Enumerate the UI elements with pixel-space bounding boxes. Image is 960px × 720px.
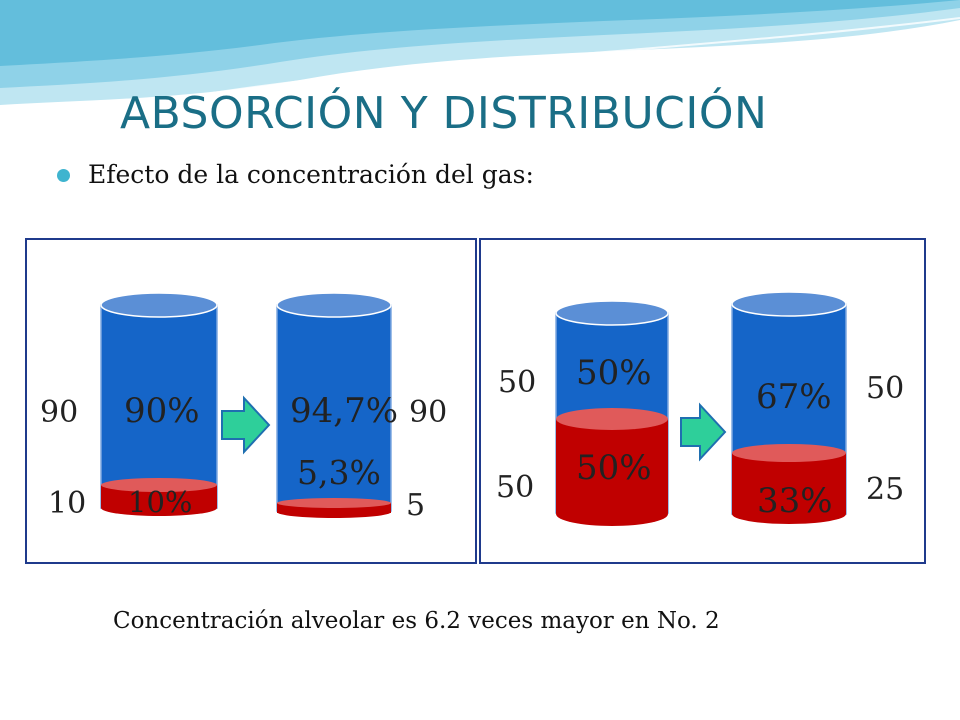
ex1-cyl1-top-pct: 90% [124,391,200,431]
ex2-cyl1-top-pct: 50% [576,353,652,393]
ex2-cylinder-2 [731,291,847,524]
footer-conclusion: Concentración alveolar es 6.2 veces mayo… [113,608,720,634]
ex1-left-outside-bottom: 10 [48,486,86,521]
ex2-right-outside-top: 50 [866,371,904,406]
slide-title: ABSORCIÓN Y DISTRIBUCIÓN [120,88,768,139]
example-2-panel [479,238,926,564]
ex2-right-outside-bottom: 25 [866,472,904,507]
ex1-cyl2-top-pct: 94,7% [290,391,398,431]
ex1-right-outside-bottom: 5 [406,488,425,523]
ex1-cylinder-2 [276,292,392,518]
ex1-cylinder-1 [100,292,218,516]
ex2-cyl2-top-pct: 67% [756,377,832,417]
ex2-cylinder-1 [555,300,669,526]
ex1-right-outside-top: 90 [409,395,447,430]
ex1-cyl1-bottom-pct: 10% [128,485,192,519]
ex1-left-outside-top: 90 [40,395,78,430]
bullet-dot-icon [57,169,70,182]
ex1-arrow-icon [221,395,271,455]
ex2-left-outside-top: 50 [498,365,536,400]
ex1-cyl2-bottom-pct: 5,3% [297,453,381,492]
example-1-panel [25,238,477,564]
ex2-left-outside-bottom: 50 [496,470,534,505]
ex2-cyl1-bottom-pct: 50% [576,448,652,488]
header-wave-decoration [0,0,960,105]
ex2-cyl2-bottom-pct: 33% [757,481,833,521]
ex2-arrow-icon [680,402,727,462]
bullet-text: Efecto de la concentración del gas: [88,160,534,189]
